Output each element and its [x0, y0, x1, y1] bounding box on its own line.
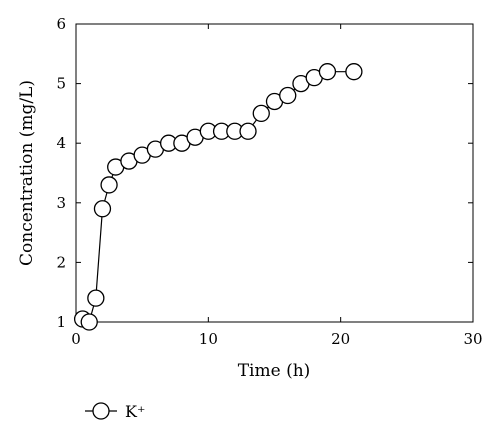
y-tick-label: 4 [56, 134, 66, 152]
x-tick-label: 10 [199, 330, 218, 348]
legend-label: K⁺ [125, 402, 145, 421]
axis-ticks [75, 23, 474, 323]
y-tick-label: 2 [56, 253, 66, 271]
x-tick-label: 30 [463, 330, 482, 348]
data-point [80, 313, 98, 331]
data-point [345, 63, 363, 81]
data-point [279, 86, 297, 105]
data-point [239, 122, 257, 140]
data-point [93, 200, 112, 218]
legend-marker [92, 402, 110, 420]
series-line-k [82, 71, 354, 323]
data-point [87, 289, 105, 307]
data-point [318, 63, 337, 81]
y-axis-label: Concentration (mg/L) [17, 80, 37, 266]
axis-tick-labels: 0 10 20 30 1 2 3 4 5 6 [56, 15, 482, 348]
plot-frame [75, 23, 474, 323]
x-tick-label: 20 [331, 330, 350, 348]
y-tick-label: 5 [56, 75, 66, 93]
legend: K⁺ [85, 402, 145, 421]
x-tick-label: 0 [71, 330, 81, 348]
y-tick-label: 1 [56, 313, 66, 331]
series-points [73, 63, 363, 331]
y-tick-label: 3 [56, 194, 66, 212]
x-axis-label: Time (h) [238, 361, 311, 381]
y-tick-label: 6 [56, 15, 66, 33]
data-point [100, 176, 118, 194]
data-point [252, 104, 270, 123]
